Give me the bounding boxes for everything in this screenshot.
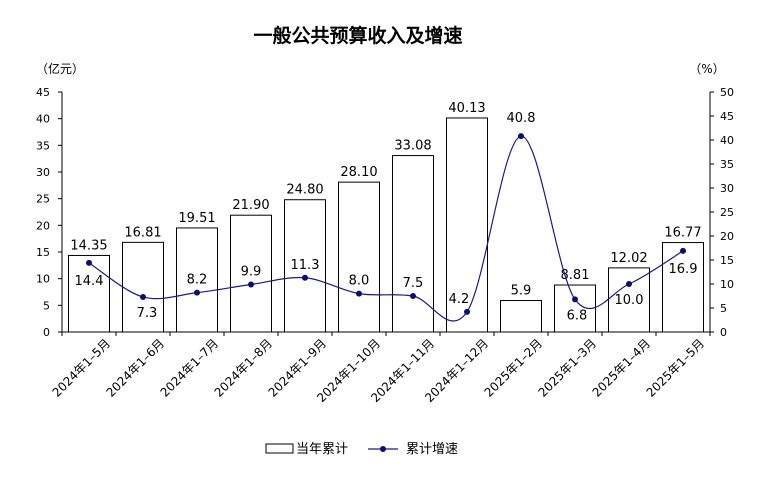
left-tick-label: 30	[36, 166, 50, 179]
bar	[339, 182, 380, 332]
right-axis-unit: （%）	[689, 62, 724, 76]
right-tick-label: 15	[720, 254, 734, 267]
bar-value-label: 12.02	[610, 251, 647, 266]
line-point	[356, 291, 362, 297]
left-tick-label: 0	[43, 326, 50, 339]
left-tick-label: 25	[36, 193, 50, 206]
line-point	[464, 309, 470, 315]
bar	[501, 301, 542, 332]
legend: 当年累计 累计增速	[266, 442, 458, 457]
line-value-label: 6.8	[567, 308, 588, 323]
line-value-label: 7.3	[137, 306, 158, 321]
right-tick-label: 0	[720, 326, 727, 339]
line-point	[140, 294, 146, 300]
bar-value-label: 24.80	[286, 183, 323, 198]
line-point	[248, 281, 254, 287]
line-value-label: 4.2	[449, 292, 470, 307]
bar-value-label: 19.51	[178, 211, 215, 226]
line-point	[194, 290, 200, 296]
bar-value-label: 5.9	[511, 284, 532, 299]
right-tick-label: 30	[720, 182, 734, 195]
left-tick-label: 5	[43, 299, 50, 312]
bar-value-label: 40.13	[448, 101, 485, 116]
line-value-label: 11.3	[291, 258, 320, 273]
bar	[69, 255, 110, 332]
line-point	[680, 248, 686, 254]
right-tick-label: 40	[720, 134, 734, 147]
left-tick-label: 35	[36, 139, 50, 152]
bar	[663, 243, 704, 332]
left-axis-unit: （亿元）	[36, 61, 84, 76]
bar-value-label: 14.35	[70, 238, 107, 253]
right-tick-label: 25	[720, 206, 734, 219]
line-value-label: 16.9	[669, 262, 698, 277]
left-tick-label: 15	[36, 246, 50, 259]
left-tick-label: 40	[36, 113, 50, 126]
line-point	[410, 293, 416, 299]
bar-value-label: 16.81	[124, 225, 161, 240]
legend-bar-swatch	[266, 444, 293, 453]
left-tick-label: 45	[36, 86, 50, 99]
bar-value-label: 28.10	[340, 165, 377, 180]
chart-title: 一般公共预算收入及增速	[253, 24, 462, 47]
line-point	[302, 275, 308, 281]
left-tick-label: 20	[36, 219, 50, 232]
line-point	[518, 133, 524, 139]
bar	[393, 156, 434, 332]
bar-value-label: 21.90	[232, 198, 269, 213]
category-labels-group: 2024年1–5月2024年1–6月2024年1–7月2024年1–8月2024…	[50, 336, 708, 405]
right-tick-label: 45	[720, 110, 734, 123]
line-value-label: 7.5	[403, 276, 424, 291]
line-value-label: 8.0	[349, 274, 370, 289]
right-tick-label: 5	[720, 302, 727, 315]
line-value-label: 8.2	[187, 273, 208, 288]
category-label: 2025年1–5月	[644, 336, 708, 400]
line-value-label: 40.8	[507, 111, 536, 126]
bar-value-label: 16.77	[664, 226, 701, 241]
line-value-label: 10.0	[615, 293, 644, 308]
legend-bar-label: 当年累计	[296, 442, 348, 457]
bars-group: 14.35 16.81 19.51 21.90 24.80 28.10 33.08 40.13…	[69, 101, 704, 332]
line-value-label: 9.9	[241, 264, 262, 279]
line-group: 14.4 7.3 8.2 9.9 11.3 8.0 7.5 4.2 40.8 6.8 10.0 16.…	[75, 111, 698, 323]
right-tick-label: 10	[720, 278, 734, 291]
line-point	[626, 281, 632, 287]
legend-line-marker	[380, 446, 386, 452]
right-tick-label: 35	[720, 158, 734, 171]
line-point	[86, 260, 92, 266]
legend-line-label: 累计增速	[406, 442, 458, 457]
line-point	[572, 296, 578, 302]
right-tick-label: 50	[720, 86, 734, 99]
left-tick-label: 10	[36, 273, 50, 286]
right-tick-label: 20	[720, 230, 734, 243]
line-value-label: 14.4	[75, 274, 104, 289]
bar-value-label: 33.08	[394, 139, 431, 154]
